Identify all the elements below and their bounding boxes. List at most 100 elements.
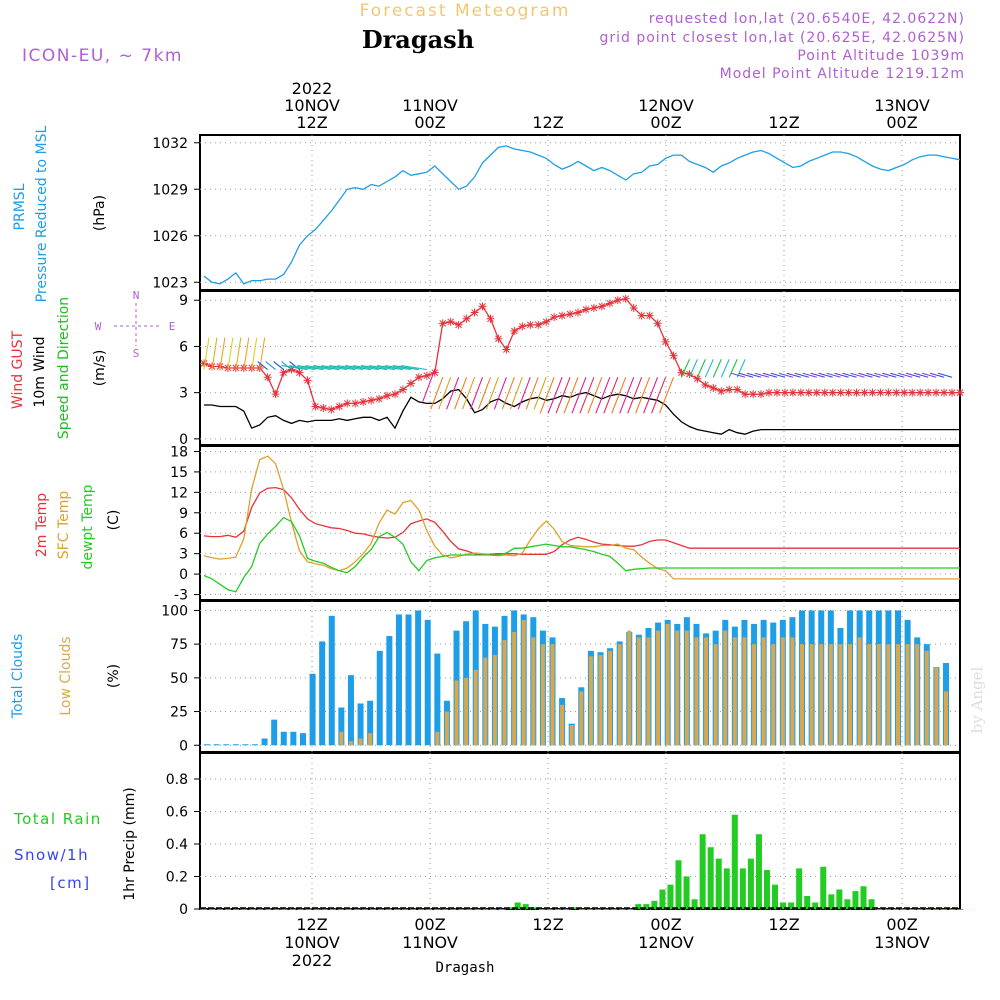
- low-cloud-bar: [339, 731, 344, 746]
- compass-w: W: [95, 320, 102, 333]
- wind-gust-point: [200, 359, 208, 368]
- forecast-title: Forecast Meteogram: [360, 1, 571, 21]
- rain-bar: [763, 870, 770, 909]
- rain-bar: [932, 909, 939, 910]
- rain-bar: [458, 909, 465, 910]
- wind-gust-point: [884, 388, 893, 397]
- rain-bar: [201, 909, 207, 910]
- wind-direction-arrow: [352, 364, 380, 371]
- wind-gust-point: [844, 388, 853, 397]
- temp-labels: 2m Temp SFC Temp dewpt Temp (C): [34, 484, 122, 569]
- bottom-axis-label-6-2: 13NOV: [874, 933, 930, 952]
- wind-direction-arrow: [265, 361, 276, 370]
- bottom-axis-label-1-2: 10NOV: [284, 933, 340, 952]
- wind-direction-arrow: [595, 377, 611, 414]
- snow-label: Snow/1h: [14, 846, 89, 864]
- low-cloud-bar: [732, 637, 737, 746]
- rain-bar: [313, 909, 320, 910]
- ytick-label-4-3: 50: [170, 671, 188, 687]
- total-cloud-bar: [290, 731, 297, 746]
- temp-2m-label: 2m Temp: [34, 493, 50, 557]
- wind-direction-arrow: [219, 337, 226, 370]
- wind-direction-arrow: [509, 377, 523, 410]
- wind-direction-arrow: [203, 337, 210, 370]
- total-cloud-bar: [338, 707, 345, 746]
- wind-gust-point: [820, 388, 829, 397]
- rain-bar: [715, 858, 722, 909]
- low-cloud-bar: [934, 667, 939, 746]
- wind-direction-arrow: [281, 361, 292, 370]
- rain-bar: [707, 847, 714, 909]
- grid-lines: [200, 135, 960, 910]
- low-cloud-bar: [828, 644, 833, 746]
- model-altitude: Model Point Altitude 1219.12m: [720, 66, 965, 82]
- low-cloud-bar: [608, 650, 613, 746]
- wind-gust-point: [836, 388, 845, 397]
- ytick-label-3-7: 15: [170, 465, 188, 481]
- wind-direction-arrow: [368, 364, 396, 371]
- top-axis-label-2-1: 11NOV: [402, 96, 458, 115]
- rain-bar: [860, 886, 867, 909]
- total-cloud-bar: [232, 744, 239, 746]
- wind-direction-arrow: [360, 364, 388, 371]
- wind-gust-point: [852, 388, 861, 397]
- rain-bar: [562, 909, 569, 910]
- rain-bar: [345, 909, 352, 910]
- wind-gust-point: [677, 368, 686, 377]
- wind-direction-arrow: [802, 372, 817, 378]
- wind-direction-arrow: [937, 372, 953, 378]
- wind-direction-arrow: [882, 372, 897, 378]
- rain-bar: [297, 909, 304, 910]
- total-cloud-bar: [242, 744, 249, 746]
- wind-gust-point: [263, 373, 272, 382]
- low-cloud-bar: [809, 644, 814, 746]
- precip-unit: 1hr Precip (mm): [122, 787, 138, 900]
- wind-gust-point: [605, 299, 614, 308]
- rain-bar: [635, 904, 642, 909]
- model-label: ICON-EU, ~ 7km: [22, 46, 183, 66]
- wind-gust-point: [709, 384, 718, 393]
- ytick-label-1-2: 1026: [152, 229, 188, 245]
- wind-gust-point: [900, 388, 909, 397]
- wind-direction-arrow: [525, 377, 539, 410]
- low-cloud-bar: [521, 619, 526, 746]
- low-cloud-bar: [790, 637, 795, 746]
- rain-bar: [852, 891, 859, 909]
- ytick-label-5-3: 0.4: [166, 837, 188, 853]
- wind-direction-arrow: [826, 372, 841, 378]
- wind-direction-arrow: [313, 364, 340, 371]
- wind-gust-point: [741, 390, 750, 399]
- wind-gust-point: [637, 311, 646, 320]
- ytick-label-3-1: -3: [174, 588, 188, 604]
- wind-direction-arrow: [810, 372, 825, 378]
- rain-bar: [418, 909, 425, 910]
- wind-gust-point: [383, 391, 392, 400]
- top-axis-label-6-2: 00Z: [886, 113, 917, 132]
- low-cloud-bar: [492, 654, 497, 746]
- wind-direction-arrow: [345, 364, 372, 371]
- wind-gust-point: [932, 388, 941, 397]
- rain-bar: [659, 889, 666, 909]
- ytick-label-5-5: 0.8: [166, 772, 188, 788]
- low-cloud-bar: [924, 650, 929, 746]
- low-cloud-bar: [905, 644, 910, 746]
- wind-direction-arrow: [635, 377, 651, 414]
- rain-bar: [249, 909, 256, 910]
- wind-direction-arrow: [720, 359, 730, 378]
- ytick-label-4-5: 100: [161, 603, 188, 619]
- rain-bar: [353, 909, 360, 910]
- low-cloud-bar: [550, 644, 555, 746]
- rain-bar: [474, 909, 481, 910]
- rain-bar: [257, 909, 264, 910]
- wind-direction-arrow: [251, 337, 258, 370]
- wind-gust-point: [876, 388, 885, 397]
- wind-gust-point: [645, 311, 654, 320]
- low-cloud-bar: [588, 656, 593, 746]
- rain-bar: [844, 899, 851, 909]
- bottom-axis-label-4-1: 00Z: [650, 915, 681, 934]
- snow-unit-label: [cm]: [50, 874, 91, 892]
- rain-bar: [217, 909, 224, 910]
- prmsl-line: [203, 145, 961, 285]
- wind-gust-point: [733, 385, 742, 394]
